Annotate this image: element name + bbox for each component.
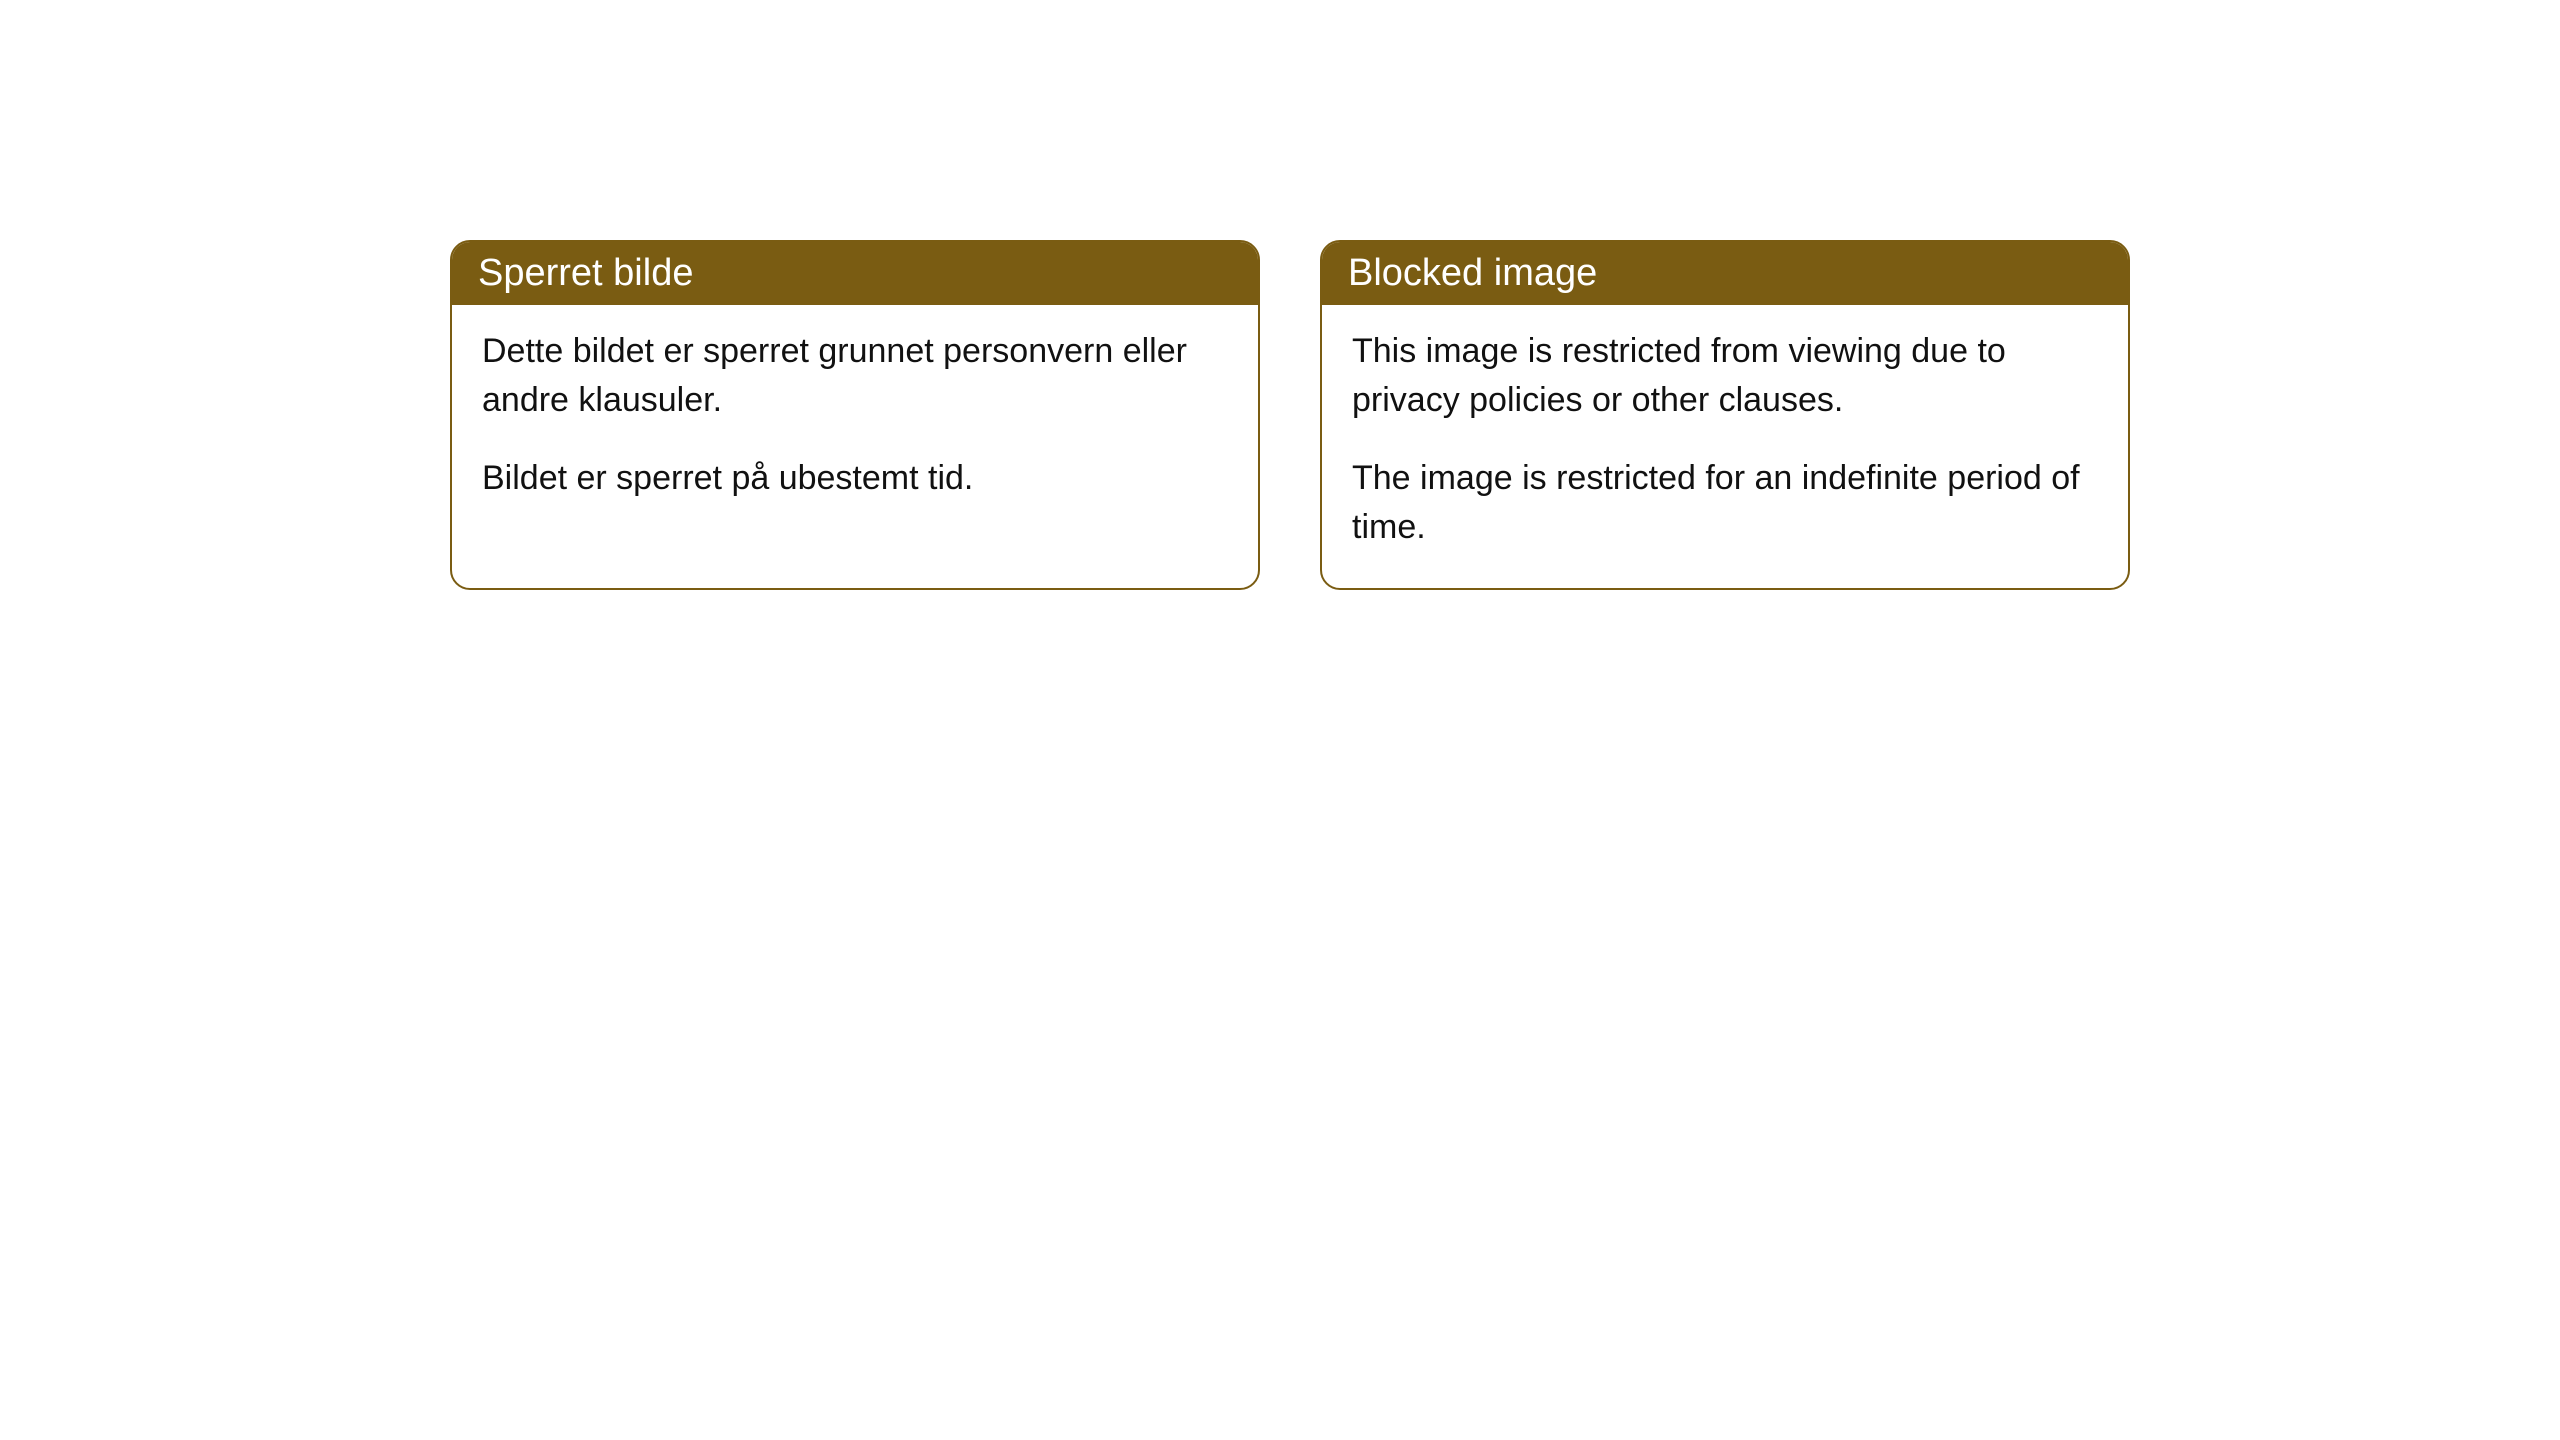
card-norwegian: Sperret bilde Dette bildet er sperret gr… <box>450 240 1260 590</box>
card-paragraph-1: Dette bildet er sperret grunnet personve… <box>482 327 1228 426</box>
card-body-norwegian: Dette bildet er sperret grunnet personve… <box>452 305 1258 539</box>
card-paragraph-2: Bildet er sperret på ubestemt tid. <box>482 454 1228 503</box>
card-header-english: Blocked image <box>1322 242 2128 305</box>
card-container: Sperret bilde Dette bildet er sperret gr… <box>450 240 2130 590</box>
card-paragraph-1: This image is restricted from viewing du… <box>1352 327 2098 426</box>
card-body-english: This image is restricted from viewing du… <box>1322 305 2128 588</box>
card-english: Blocked image This image is restricted f… <box>1320 240 2130 590</box>
card-paragraph-2: The image is restricted for an indefinit… <box>1352 454 2098 553</box>
card-header-norwegian: Sperret bilde <box>452 242 1258 305</box>
